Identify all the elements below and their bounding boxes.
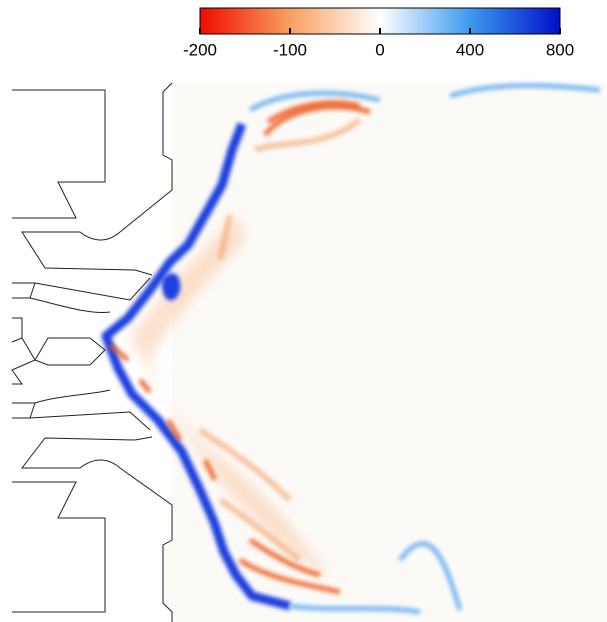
wall bbox=[21, 82, 173, 276]
wall bbox=[12, 89, 106, 219]
flame-front-blue-cell bbox=[161, 273, 181, 301]
wall bbox=[12, 481, 106, 613]
flame-front-blue bbox=[101, 122, 292, 611]
walls bbox=[11, 82, 173, 622]
flame-front-red bbox=[108, 100, 371, 595]
field bbox=[101, 83, 607, 622]
colorbar: -200 -100 0 400 800 bbox=[183, 7, 574, 59]
flame-front-orange bbox=[198, 117, 362, 563]
wall bbox=[11, 317, 106, 385]
orange-region bbox=[130, 215, 330, 580]
wall bbox=[12, 277, 151, 314]
colorbar-tick-label: 800 bbox=[546, 40, 574, 59]
colorbar-tick-label: 0 bbox=[375, 40, 384, 59]
colorbar-tick-label: -200 bbox=[183, 40, 217, 59]
flame-front-light bbox=[248, 83, 601, 615]
wall bbox=[20, 436, 173, 622]
colorbar-tick-label: -100 bbox=[273, 40, 307, 59]
colorbar-tick-label: 400 bbox=[456, 40, 484, 59]
wall bbox=[12, 389, 151, 431]
